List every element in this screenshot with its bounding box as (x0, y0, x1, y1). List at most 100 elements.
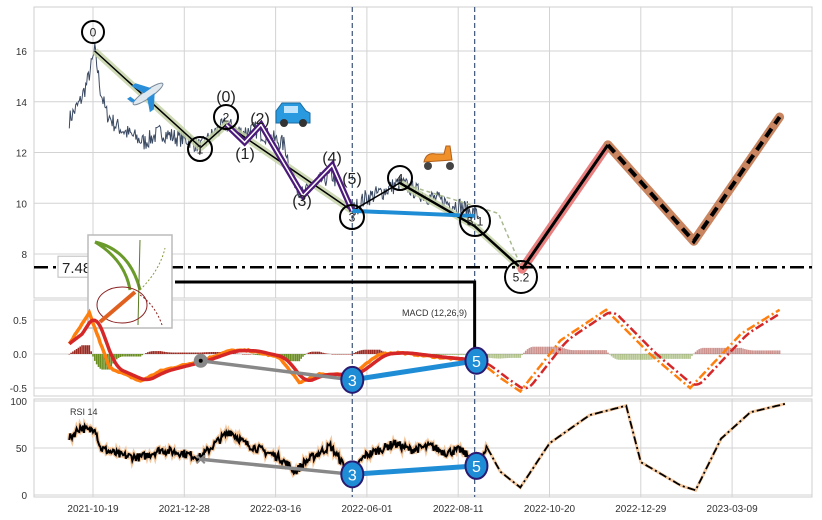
macd-histogram-bar (773, 350, 775, 354)
macd-histogram-bar (440, 354, 443, 355)
divergence-wave-marker (340, 460, 365, 489)
macd-histogram-bar (765, 350, 768, 354)
divergence-line-previous (200, 457, 353, 477)
macd-histogram-bar (356, 351, 359, 354)
macd-histogram-bar (336, 354, 339, 355)
subwave-label: (2) (250, 111, 270, 128)
macd-histogram-bar (577, 350, 580, 354)
macd-histogram-bar (545, 346, 547, 354)
macd-histogram-bar (696, 350, 699, 354)
macd-histogram-bar (247, 354, 250, 355)
macd-histogram-bar (557, 346, 560, 354)
macd-histogram-bar (499, 354, 501, 359)
wave-label: 3 (349, 211, 356, 225)
macd-histogram-bar (203, 352, 206, 354)
macd-histogram-bar (340, 354, 343, 355)
macd-histogram-bar (707, 347, 710, 354)
macd-histogram-bar (324, 353, 326, 354)
macd-histogram-bar (95, 354, 98, 365)
macd-histogram-bar (84, 345, 87, 354)
macd-histogram-bar (736, 347, 739, 354)
macd-histogram-bar (159, 351, 162, 354)
macd-histogram-bar (623, 354, 626, 360)
macd-histogram-bar (125, 354, 127, 357)
macd-histogram-bar (528, 347, 531, 354)
divergence-wave-marker (464, 346, 489, 375)
macd-histogram-bar (614, 354, 617, 359)
macd-histogram-bar (459, 354, 461, 355)
macd-histogram-bar (194, 352, 197, 354)
wave-label: 4 (397, 172, 404, 186)
macd-histogram-bar (254, 354, 257, 355)
macd-histogram-bar (561, 347, 564, 354)
macd-histogram-bar (322, 352, 324, 354)
macd-histogram-bar (700, 348, 702, 354)
macd-histogram-bar (517, 354, 520, 358)
macd-histogram-bar (554, 346, 556, 354)
macd-histogram-bar (775, 350, 777, 354)
wave-label: 1 (197, 143, 204, 157)
macd-histogram-bar (344, 354, 346, 355)
macd-histogram-bar (360, 350, 363, 354)
macd-histogram-bar (154, 351, 156, 354)
macd-histogram-bar (121, 354, 124, 357)
macd-panel-title: MACD (12,26,9) (402, 308, 467, 318)
y-tick-label: 8 (21, 250, 27, 261)
macd-histogram-bar (198, 352, 200, 354)
macd-histogram-bar (654, 354, 657, 360)
macd-histogram-bar (130, 354, 133, 357)
macd-histogram-bar (689, 354, 691, 359)
macd-histogram-bar (137, 354, 140, 357)
macd-histogram-bar (97, 354, 100, 367)
y-tick-label: 10 (16, 199, 28, 210)
macd-histogram-bar (294, 354, 297, 362)
macd-histogram-bar (371, 349, 374, 354)
macd-histogram-bar (99, 354, 102, 369)
macd-histogram-bar (353, 352, 355, 354)
macd-histogram-bar (249, 354, 251, 355)
macd-histogram-bar (661, 354, 664, 359)
macd-histogram-bar (490, 354, 492, 359)
macd-histogram-bar (110, 354, 113, 367)
macd-histogram-bar (493, 354, 496, 359)
macd-histogram-bar (313, 351, 315, 354)
macd-histogram-bar (714, 347, 717, 354)
macd-histogram-bar (532, 346, 534, 354)
macd-histogram-bar (148, 351, 151, 354)
macd-histogram-bar (656, 354, 659, 360)
macd-histogram-bar (119, 354, 122, 357)
macd-histogram-bar (716, 347, 719, 354)
macd-histogram-bar (298, 354, 301, 362)
macd-histogram-bar (488, 354, 491, 358)
macd-histogram-bar (683, 354, 686, 359)
macd-histogram-bar (373, 349, 376, 354)
macd-histogram-bar (519, 354, 522, 358)
macd-histogram-bar (599, 350, 602, 354)
macd-histogram-bar (243, 354, 246, 355)
macd-histogram-bar (548, 346, 551, 354)
x-tick-label: 2022-06-01 (341, 504, 393, 515)
macd-histogram-bar (212, 351, 215, 354)
macd-histogram-bar (769, 350, 772, 354)
macd-histogram-bar (117, 354, 120, 358)
macd-histogram-bar (176, 352, 178, 354)
macd-histogram-bar (179, 352, 182, 354)
macd-histogram-bar (335, 354, 337, 355)
macd-histogram-bar (629, 354, 631, 360)
macd-histogram-bar (508, 354, 511, 358)
macd-histogram-bar (702, 347, 704, 354)
macd-histogram-bar (625, 354, 627, 360)
macd-histogram-bar (283, 354, 286, 360)
macd-histogram-bar (713, 347, 715, 354)
macd-histogram-bar (524, 350, 527, 354)
wave-label: 5.1 (467, 215, 484, 229)
divergence-line (352, 463, 477, 477)
macd-histogram-bar (185, 352, 187, 354)
macd-histogram-bar (258, 354, 260, 356)
scooter-icon (423, 145, 454, 170)
macd-histogram-bar (375, 349, 377, 354)
macd-histogram-bar (543, 346, 545, 354)
macd-histogram-bar (152, 351, 155, 354)
macd-histogram-bar (437, 354, 439, 355)
macd-histogram-bar (209, 352, 211, 354)
